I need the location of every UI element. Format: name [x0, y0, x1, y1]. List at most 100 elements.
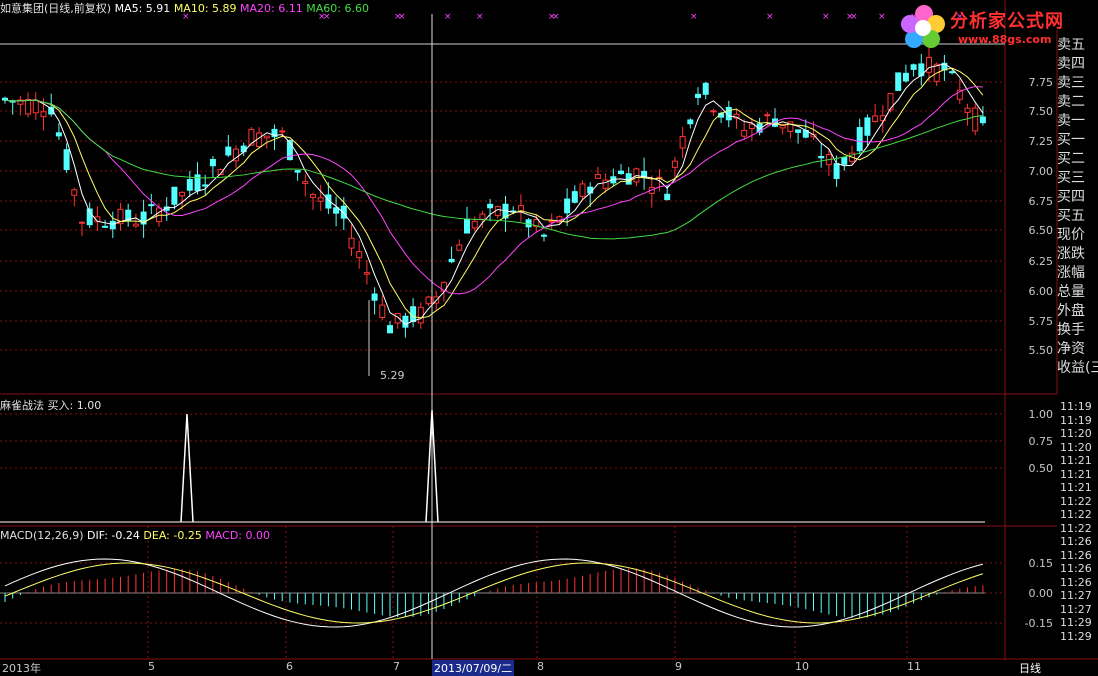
candle-body [186, 179, 193, 191]
ma10-line [4, 67, 984, 319]
signal-mark: × [548, 12, 556, 22]
price-tick: 7.75 [1028, 76, 1054, 89]
tick-time: 11:26 [1060, 548, 1092, 562]
macd-legend: MACD(12,26,9) DIF: -0.24 DEA: -0.25 MACD… [0, 529, 270, 542]
candle-body [587, 186, 594, 194]
buy-signal-spike [425, 409, 439, 523]
price-tick: 6.25 [1028, 255, 1054, 268]
signal-mark: × [444, 12, 452, 22]
candle-body [310, 194, 316, 198]
candle-body [856, 127, 863, 152]
ma5-label: MA5: 5.91 [114, 2, 171, 15]
last-price-label: 现价 [1057, 227, 1085, 243]
change-pct-label: 涨幅 [1057, 265, 1085, 281]
low-price-marker: 5.29 [380, 369, 405, 382]
signal-mark: × [850, 12, 858, 22]
candle-body [40, 111, 47, 118]
candle-body [679, 136, 686, 149]
price-tick: 7.00 [1028, 165, 1054, 178]
net-asset-label: 净资 [1057, 341, 1085, 357]
candle-body [541, 234, 547, 237]
price-tick: 6.00 [1028, 285, 1054, 298]
candle-body [102, 225, 109, 228]
candle-body [109, 220, 116, 230]
indicator-title: 麻雀战法 [0, 399, 44, 412]
site-logo: 分析家公式网 www.88gs.com [898, 2, 1094, 52]
candle-body [471, 220, 478, 229]
candle-body [764, 114, 771, 117]
date-label: 11 [907, 660, 921, 673]
date-label: 6 [286, 660, 293, 673]
candle-body [171, 186, 178, 205]
ma20-line [4, 86, 983, 295]
candle-body [548, 220, 555, 223]
candle-body [594, 174, 601, 179]
price-tick: 5.50 [1028, 344, 1054, 357]
candle-body [263, 135, 270, 139]
candle-body [348, 237, 355, 249]
candle-body [795, 129, 802, 133]
candle-body [225, 146, 232, 156]
candle-body [379, 304, 386, 319]
candle-body [756, 123, 763, 133]
candle-body [564, 198, 571, 214]
candle-body [448, 258, 455, 263]
candle-body [964, 107, 971, 113]
tick-time: 11:20 [1060, 440, 1092, 454]
signal-mark: × [323, 12, 331, 22]
candle-body [571, 191, 578, 203]
price-tick: 6.50 [1028, 224, 1054, 237]
signal-mark: × [956, 12, 964, 22]
tick-time: 11:21 [1060, 481, 1092, 494]
signal-mark: × [318, 12, 326, 22]
candle-body [63, 149, 70, 171]
macd-tick: 0.00 [1028, 587, 1054, 600]
candle-body [279, 130, 286, 133]
candle-body [356, 251, 363, 259]
candle-body [148, 204, 155, 207]
period-tab[interactable]: 日线 [1019, 662, 1041, 675]
earnings-label: 收益(三 [1057, 360, 1098, 376]
bid3-label: 买三 [1057, 170, 1085, 186]
tick-time: 11:19 [1060, 400, 1092, 413]
macd-value-label: MACD: 0.00 [205, 529, 270, 542]
tick-time: 11:29 [1060, 629, 1092, 643]
buy-signal-spike [180, 413, 194, 523]
candle-body [286, 140, 293, 161]
tick-time-list: 11:19 11:19 11:20 11:20 11:21 11:21 11:2… [1060, 400, 1098, 643]
date-label: 10 [795, 660, 809, 673]
candle-body [618, 170, 624, 175]
candle-body [702, 82, 709, 95]
candle-body [741, 129, 748, 137]
candle-body [440, 281, 447, 292]
candle-body [48, 106, 55, 115]
change-label: 涨跌 [1057, 246, 1085, 262]
signal-mark: × [182, 12, 190, 22]
tick-time: 11:21 [1060, 467, 1092, 481]
bid2-label: 买二 [1057, 151, 1085, 167]
ask3-label: 卖三 [1057, 75, 1085, 91]
candle-body [417, 306, 424, 324]
stock-title: 如意集团(日线,前复权) [0, 2, 112, 15]
dif-line [4, 558, 984, 628]
logo-url: www.88gs.com [958, 33, 1052, 46]
ma60-line [4, 99, 983, 240]
candle-body [125, 209, 132, 221]
tick-time: 11:21 [1060, 454, 1092, 467]
candle-body [772, 118, 778, 127]
date-label: 2013年 [2, 662, 41, 675]
ma10-label: MA10: 5.89 [173, 2, 237, 15]
bid1-label: 买一 [1057, 132, 1085, 148]
dea-line [4, 562, 984, 624]
candle-body [333, 207, 340, 214]
candle-body [818, 156, 825, 159]
candle-body [55, 132, 62, 137]
signal-mark: × [552, 12, 560, 22]
candle-body [748, 123, 755, 129]
date-label: 9 [675, 660, 682, 673]
logo-title: 分析家公式网 [950, 11, 1064, 32]
candle-body [464, 218, 470, 234]
candle-body [32, 99, 39, 114]
dif-label: DIF: -0.24 [87, 529, 140, 542]
